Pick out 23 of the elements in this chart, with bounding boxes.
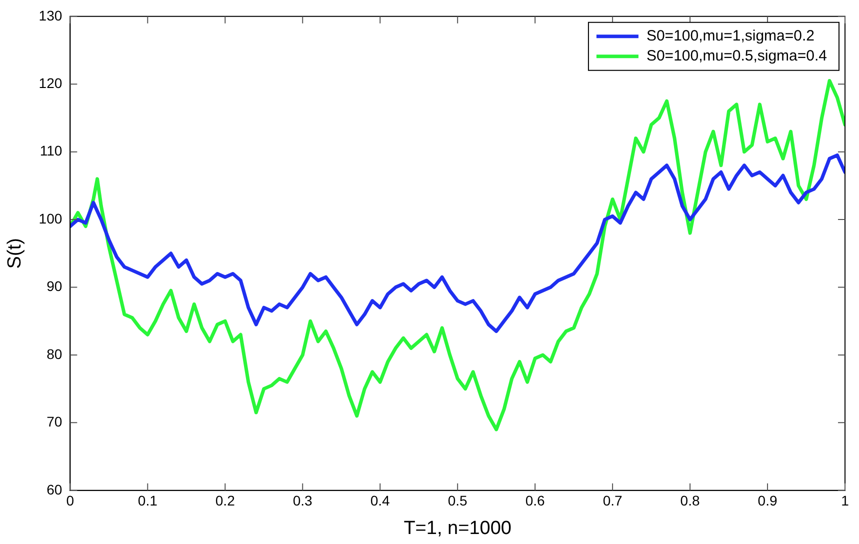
x-tick-label: 0.1 [138, 492, 158, 509]
x-tick-label: 0.6 [525, 492, 546, 509]
y-tick-label: 60 [46, 481, 62, 498]
y-axis-title: S(t) [4, 238, 26, 269]
x-tick-label: 0.7 [602, 492, 622, 509]
x-axis-title: T=1, n=1000 [404, 518, 512, 539]
y-tick-label: 80 [46, 346, 62, 362]
x-tick-label: 0.3 [292, 492, 313, 509]
x-tick-label: 0 [66, 492, 74, 509]
x-tick-label: 0.2 [215, 492, 236, 509]
x-tick-label: 0.8 [680, 492, 700, 509]
x-tick-label: 1 [841, 492, 850, 509]
y-tick-label: 110 [40, 142, 62, 159]
legend-label: S0=100,mu=1,sigma=0.2 [646, 28, 815, 45]
y-tick-label: 100 [38, 210, 62, 226]
x-tick-label: 0.9 [758, 492, 778, 509]
x-tick-label: 0.5 [448, 492, 468, 509]
y-tick-label: 70 [46, 414, 62, 430]
y-tick-label: 130 [38, 7, 62, 24]
y-tick-label: 90 [46, 278, 62, 294]
legend-label: S0=100,mu=0.5,sigma=0.4 [646, 48, 828, 65]
x-tick-label: 0.4 [370, 492, 390, 509]
y-tick-label: 120 [38, 74, 62, 91]
